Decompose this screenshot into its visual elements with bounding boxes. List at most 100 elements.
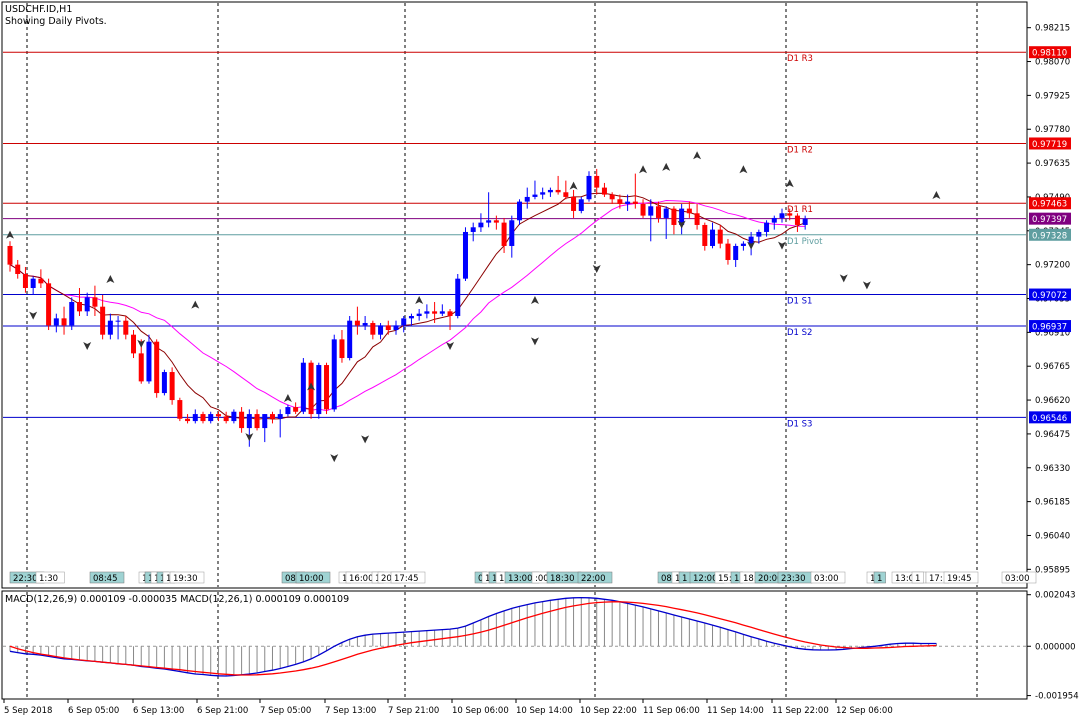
session-label: 1 [166,574,171,584]
candle-body [277,414,283,419]
session-label: 03:00 [814,574,839,584]
candle-body [501,222,507,246]
session-label: 1 [154,574,159,584]
price-tick-label: 0.98070 [1035,58,1070,68]
session-label: 1:30 [39,574,58,584]
fractal-arrows [6,151,941,463]
candle-body [740,243,746,246]
candle-body [46,283,52,326]
candle-body [354,320,360,326]
candle-body [293,407,299,412]
pivot-label: D1 R1 [787,205,813,215]
candle-body [764,222,770,232]
session-badge-bg [35,571,65,584]
candle-body [370,323,376,335]
candle-body [53,318,59,326]
candle-body [107,320,113,335]
candle-body [447,311,453,317]
fractal-up-arrow [639,165,648,174]
candle-body [478,222,484,228]
candle-body [655,206,661,218]
price-tick-label: 0.96475 [1035,430,1070,440]
fractal-up-arrow [693,151,702,160]
candle-body [509,220,515,246]
session-badge-bg [577,571,613,584]
candle-body [339,339,345,359]
fractal-down-arrow [839,274,848,283]
candle-body [779,213,785,218]
candle-body [300,362,306,412]
session-label: 22:30 [13,574,38,584]
macd-label: MACD(12,26,9) 0.000109 -0.000035 MACD(12… [5,594,349,605]
pivot-subtitle: Showing Daily Pivots. [5,16,107,27]
session-label: 20:00 [758,574,783,584]
price-tick-label: 0.98215 [1035,24,1070,34]
candle-body [239,411,245,429]
candle-body [38,278,44,284]
price-panel[interactable] [1,1,1028,589]
candle-body [717,229,723,244]
session-label: 12:00 [693,574,718,584]
session-label: 1 [342,574,347,584]
fractal-down-arrow [83,342,92,351]
time-tick-label: 6 Sep 13:00 [133,706,184,716]
session-label: 1 [915,574,920,584]
price-tick-label: 0.96330 [1035,464,1070,474]
fractal-down-arrow [245,433,254,442]
candle-body [578,199,584,211]
session-label: 22:00 [581,574,606,584]
candle-body [648,206,654,216]
candle-body [432,311,438,314]
price-flag-label: 0.97463 [1032,200,1067,210]
macd-tick-label: 0.002043 [1035,591,1076,601]
candle-body [154,341,160,394]
ma-slow-line [9,199,806,412]
candle-body [131,334,137,354]
macd-signal-line [9,601,937,676]
session-label: :00 [535,574,549,584]
candle-body [200,414,206,422]
time-tick-label: 7 Sep 13:00 [325,706,376,716]
candle-body [123,320,129,335]
candle-body [547,189,553,193]
candle-body [601,187,607,195]
session-label: 23:30 [781,574,806,584]
session-label: 16:00 [349,574,374,584]
candle-body [486,220,492,223]
price-tick-label: 0.97635 [1035,159,1070,169]
price-tick-label: 0.95895 [1035,565,1070,575]
fractal-up-arrow [739,165,748,174]
candle-body [594,175,600,188]
price-tick-label: 0.96765 [1035,362,1070,372]
candle-body [378,325,384,335]
candle-body [347,320,353,359]
candle-body [30,278,36,288]
candle-body [771,217,777,223]
session-label: 1 [160,574,165,584]
candle-body [532,194,538,197]
candle-body [69,302,75,326]
session-label: 1 [142,574,147,584]
time-tick-label: 6 Sep 21:00 [197,706,248,716]
candle-body [756,231,762,237]
price-tick-label: 0.96620 [1035,396,1070,406]
candle-body [640,203,646,216]
fractal-up-arrow [283,394,292,403]
candle-body [146,341,152,382]
macd-panel[interactable] [1,590,1028,700]
candle-body [540,192,546,195]
candle-body [702,224,708,246]
symbol-title: USDCHF.ID,H1 [5,4,72,15]
fractal-down-arrow [778,241,786,250]
session-label: 1 [870,574,875,584]
candle-body [208,414,214,422]
candle-body [679,208,685,225]
time-tick-label: 12 Sep 06:00 [836,706,893,716]
session-label: 1 [734,574,739,584]
candle-body [462,231,468,279]
candle-body [586,175,592,200]
session-label: 1 [877,574,882,584]
candle-body [802,218,808,225]
time-tick-label: 11 Sep 06:00 [643,706,700,716]
